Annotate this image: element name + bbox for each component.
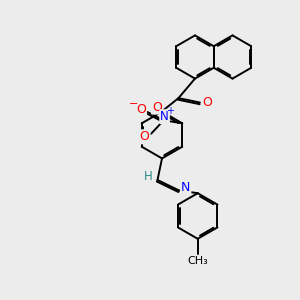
Text: O: O — [202, 95, 211, 109]
Text: O: O — [140, 130, 149, 143]
Text: N: N — [160, 110, 169, 123]
Text: O: O — [152, 100, 162, 114]
Text: N: N — [181, 181, 190, 194]
Text: −: − — [129, 98, 138, 109]
Text: CH₃: CH₃ — [187, 256, 208, 266]
Text: H: H — [143, 170, 152, 183]
Text: +: + — [166, 106, 174, 116]
Text: O: O — [136, 103, 146, 116]
